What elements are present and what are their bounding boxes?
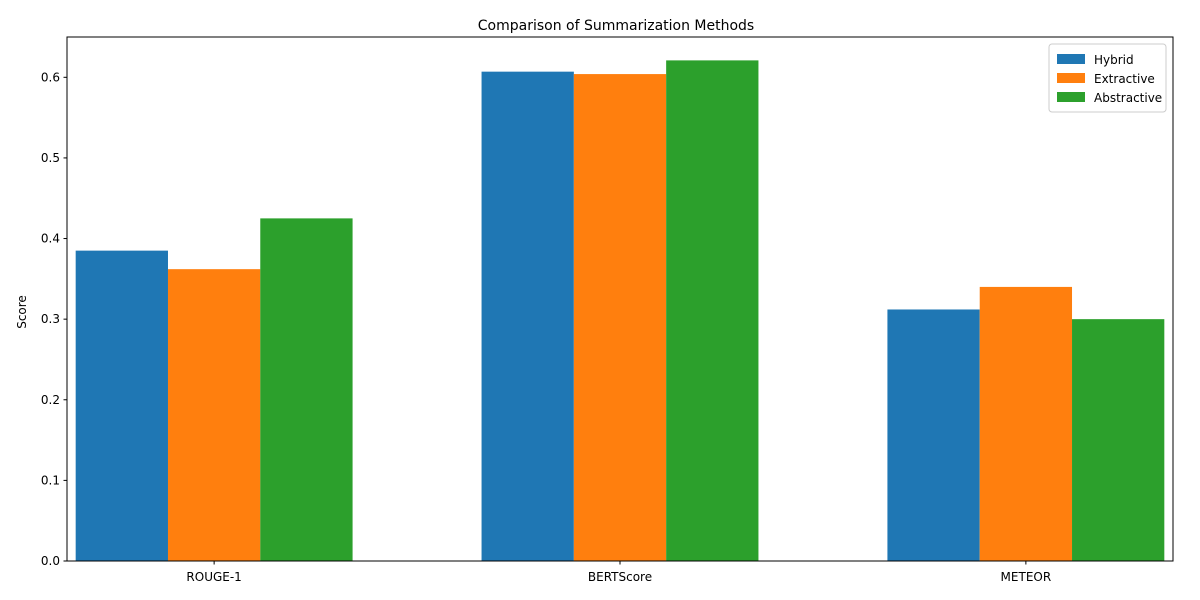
plot-frame — [66, 36, 1174, 562]
x-axis: ROUGE-1 BERTScore METEOR — [186, 561, 1051, 584]
legend-label-hybrid: Hybrid — [1094, 53, 1134, 67]
bar-hybrid-bertscore — [481, 71, 574, 561]
y-tick-label: 0.0 — [41, 554, 60, 568]
legend: Hybrid Extractive Abstractive — [1048, 43, 1167, 113]
legend-label-abstractive: Abstractive — [1094, 91, 1162, 105]
y-axis: 0.0 0.1 0.2 0.3 0.4 0.5 0.6 — [41, 70, 67, 568]
bars-group — [75, 60, 1165, 561]
y-axis-label: Score — [15, 295, 29, 329]
bar-abstractive-meteor — [1072, 319, 1165, 561]
y-tick-label: 0.3 — [41, 312, 60, 326]
legend-swatch-hybrid — [1057, 54, 1085, 64]
y-tick-label: 0.1 — [41, 473, 60, 487]
bar-hybrid-meteor — [887, 309, 980, 561]
legend-swatch-abstractive — [1057, 92, 1085, 102]
y-tick-label: 0.2 — [41, 393, 60, 407]
bar-extractive-meteor — [979, 286, 1073, 561]
y-tick-label: 0.4 — [41, 232, 60, 246]
bar-hybrid-rouge-1 — [75, 250, 168, 561]
bar-abstractive-bertscore — [666, 60, 759, 561]
y-tick-label: 0.6 — [41, 70, 60, 84]
bar-abstractive-rouge-1 — [260, 218, 353, 561]
bar-extractive-bertscore — [573, 74, 667, 561]
x-tick-label: METEOR — [1001, 570, 1052, 584]
legend-swatch-extractive — [1057, 73, 1085, 83]
chart-title: Comparison of Summarization Methods — [478, 18, 754, 34]
x-tick-label: BERTScore — [588, 570, 652, 584]
legend-label-extractive: Extractive — [1094, 72, 1155, 86]
bar-extractive-rouge-1 — [167, 269, 261, 561]
y-tick-label: 0.5 — [41, 151, 60, 165]
x-tick-label: ROUGE-1 — [186, 570, 241, 584]
